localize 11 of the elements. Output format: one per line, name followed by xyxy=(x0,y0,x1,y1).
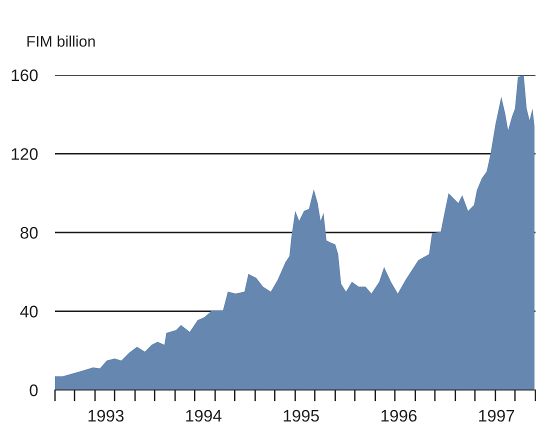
x-tick-label: 1996 xyxy=(381,410,417,422)
y-tick-label: 120 xyxy=(12,148,38,160)
y-tick-label: 160 xyxy=(12,69,38,82)
y-axis-title: FIM billion xyxy=(27,36,95,47)
x-tick-label: 1994 xyxy=(186,410,222,422)
y-tick-label: 80 xyxy=(20,226,38,239)
y-tick-label: 0 xyxy=(30,384,38,396)
x-tick-label: 1995 xyxy=(284,410,319,422)
x-tick-label: 1993 xyxy=(88,410,124,422)
y-tick-label: 40 xyxy=(20,306,38,318)
x-tick-label: 1997 xyxy=(479,410,514,422)
